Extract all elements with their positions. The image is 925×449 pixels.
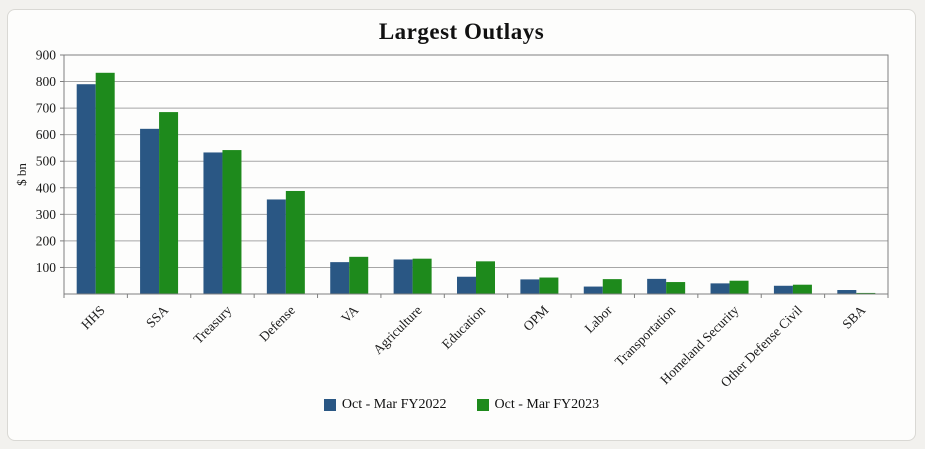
bar bbox=[475, 261, 495, 294]
bar bbox=[792, 284, 812, 294]
bar bbox=[773, 285, 793, 294]
bar bbox=[538, 277, 558, 294]
y-axis-label: $ bn bbox=[14, 163, 29, 186]
bar bbox=[139, 128, 159, 294]
chart-card: Largest Outlays 100 200 300 400 500 600 700 800… bbox=[7, 9, 916, 441]
x-axis-tick-label: Labor bbox=[581, 302, 615, 336]
x-axis-tick-label: Treasury bbox=[190, 302, 234, 346]
legend-swatch-fy2023 bbox=[476, 399, 489, 411]
bar bbox=[158, 112, 178, 294]
bar bbox=[329, 262, 349, 294]
bar bbox=[412, 258, 432, 294]
y-axis-tick-label: 600 bbox=[35, 127, 56, 142]
bar bbox=[665, 282, 685, 294]
bar-chart-svg: 100 200 300 400 500 600 700 800 900 $ bn HHS SSA Tre… bbox=[14, 48, 888, 390]
plot-frame bbox=[63, 54, 888, 295]
bar bbox=[202, 152, 222, 294]
legend-label-fy2023: Oct - Mar FY2023 bbox=[494, 397, 600, 412]
y-axis-tick-label: 900 bbox=[35, 48, 56, 63]
legend-label-fy2022: Oct - Mar FY2022 bbox=[341, 397, 447, 412]
chart-title: Largest Outlays bbox=[378, 19, 545, 44]
y-axis-tick-label: 800 bbox=[35, 74, 56, 89]
bar bbox=[836, 290, 856, 294]
x-axis-tick-label: VA bbox=[338, 302, 361, 325]
bar bbox=[221, 150, 241, 294]
bar bbox=[266, 199, 286, 294]
bar bbox=[583, 286, 603, 294]
bar bbox=[646, 278, 666, 294]
bar bbox=[285, 190, 305, 294]
bar bbox=[602, 279, 622, 294]
bar bbox=[456, 276, 476, 294]
bar bbox=[855, 292, 875, 294]
x-axis-tick-label: SBA bbox=[839, 302, 868, 331]
y-axis-tick-label: 500 bbox=[35, 154, 56, 169]
legend-item-fy2022: Oct - Mar FY2022 bbox=[323, 397, 447, 413]
y-axis-tick-label: 700 bbox=[35, 101, 56, 116]
y-axis-tick-label: 300 bbox=[35, 207, 56, 222]
x-axis-tick-label: Defense bbox=[256, 303, 298, 345]
x-axis-tick-label: Education bbox=[438, 302, 487, 351]
bar bbox=[393, 259, 413, 294]
bar bbox=[348, 256, 368, 294]
x-axis-tick-label: Transportation bbox=[611, 302, 678, 369]
y-axis-tick-label: 200 bbox=[35, 233, 56, 248]
y-axis-tick-label: 100 bbox=[35, 260, 56, 275]
y-axis-tick-label: 400 bbox=[35, 180, 56, 195]
bar bbox=[710, 283, 730, 294]
legend-item-fy2023: Oct - Mar FY2023 bbox=[476, 397, 600, 413]
x-axis-tick-label: Agriculture bbox=[370, 303, 425, 358]
x-axis-tick-label: OPM bbox=[520, 303, 551, 334]
x-axis-tick-label: HHS bbox=[78, 303, 108, 333]
chart-legend: Oct - Mar FY2022 Oct - Mar FY2023 bbox=[8, 397, 915, 413]
bar bbox=[95, 72, 115, 294]
x-axis-tick-label: SSA bbox=[143, 302, 171, 330]
bar-chart: 100 200 300 400 500 600 700 800 900 $ bn HHS SSA Tre… bbox=[8, 47, 915, 397]
bar bbox=[729, 280, 749, 294]
bar bbox=[76, 84, 96, 294]
legend-swatch-fy2022 bbox=[323, 399, 336, 411]
bar bbox=[519, 279, 539, 294]
